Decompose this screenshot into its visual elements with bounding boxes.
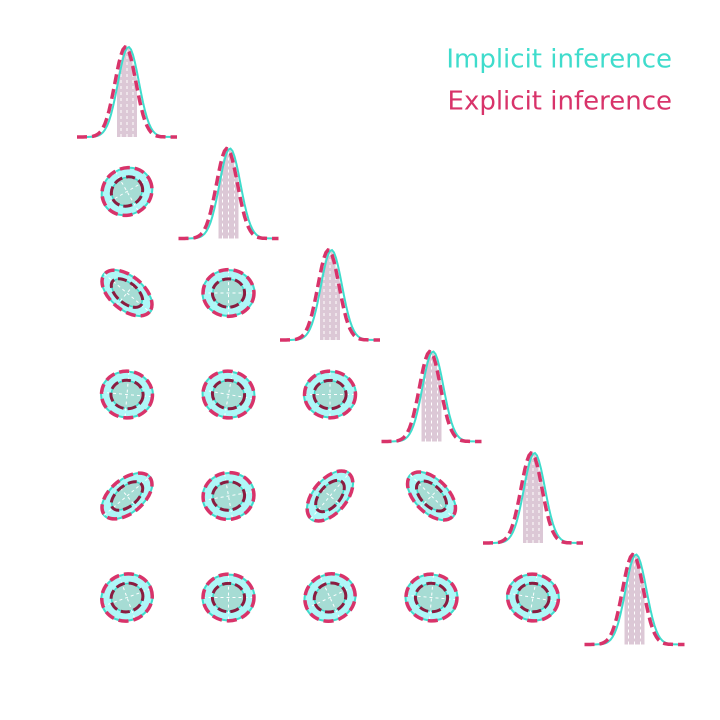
explicit-outer [99,369,155,420]
legend-entry: Implicit inference [446,45,672,75]
contour-panel [100,268,154,318]
explicit-outer [404,572,459,623]
explicit-inner [515,581,551,614]
legend-entry: Explicit inference [448,87,672,117]
explicit-inner [312,581,348,614]
explicit-curve [381,349,482,444]
contour-panel [303,572,357,623]
explicit-curve [77,45,177,139]
explicit-outer [303,572,357,623]
contour-panel [99,369,155,420]
explicit-curve [178,146,279,241]
contour-panel [201,369,256,420]
explicit-outer [100,572,154,623]
explicit-inner [210,277,247,309]
explicit-inner [210,378,247,411]
explicit-inner [109,378,145,411]
contour-panel [505,572,561,623]
explicit-inner [210,480,247,512]
explicit-inner [109,277,145,309]
contour-panel [201,572,256,623]
explicit-outer [201,267,256,319]
explicit-inner [109,175,145,208]
explicit-inner [413,581,450,614]
contour-panel [405,470,458,522]
explicit-outer [302,369,358,420]
contour-panel [100,572,154,623]
explicit-inner [414,479,449,513]
explicit-curve [584,552,685,647]
explicit-curve [483,451,583,545]
contour-panel [302,369,358,420]
explicit-curve [280,248,380,342]
explicit-outer [201,369,256,420]
explicit-outer [201,470,256,522]
explicit-inner [314,478,346,514]
explicit-outer [405,470,458,522]
contour-panel [100,471,154,521]
panels [77,45,685,647]
explicit-outer [100,471,154,521]
explicit-outer [505,572,561,623]
explicit-inner [109,480,145,512]
explicit-inner [312,378,348,411]
contour-panel [201,470,256,522]
explicit-outer [201,572,256,623]
contour-panel [100,165,154,218]
explicit-outer [100,165,154,218]
contour-panel [201,267,256,319]
explicit-inner [210,581,247,614]
contour-panel [404,572,459,623]
explicit-inner [109,581,145,614]
contour-panel [305,469,355,523]
explicit-outer [305,469,355,523]
